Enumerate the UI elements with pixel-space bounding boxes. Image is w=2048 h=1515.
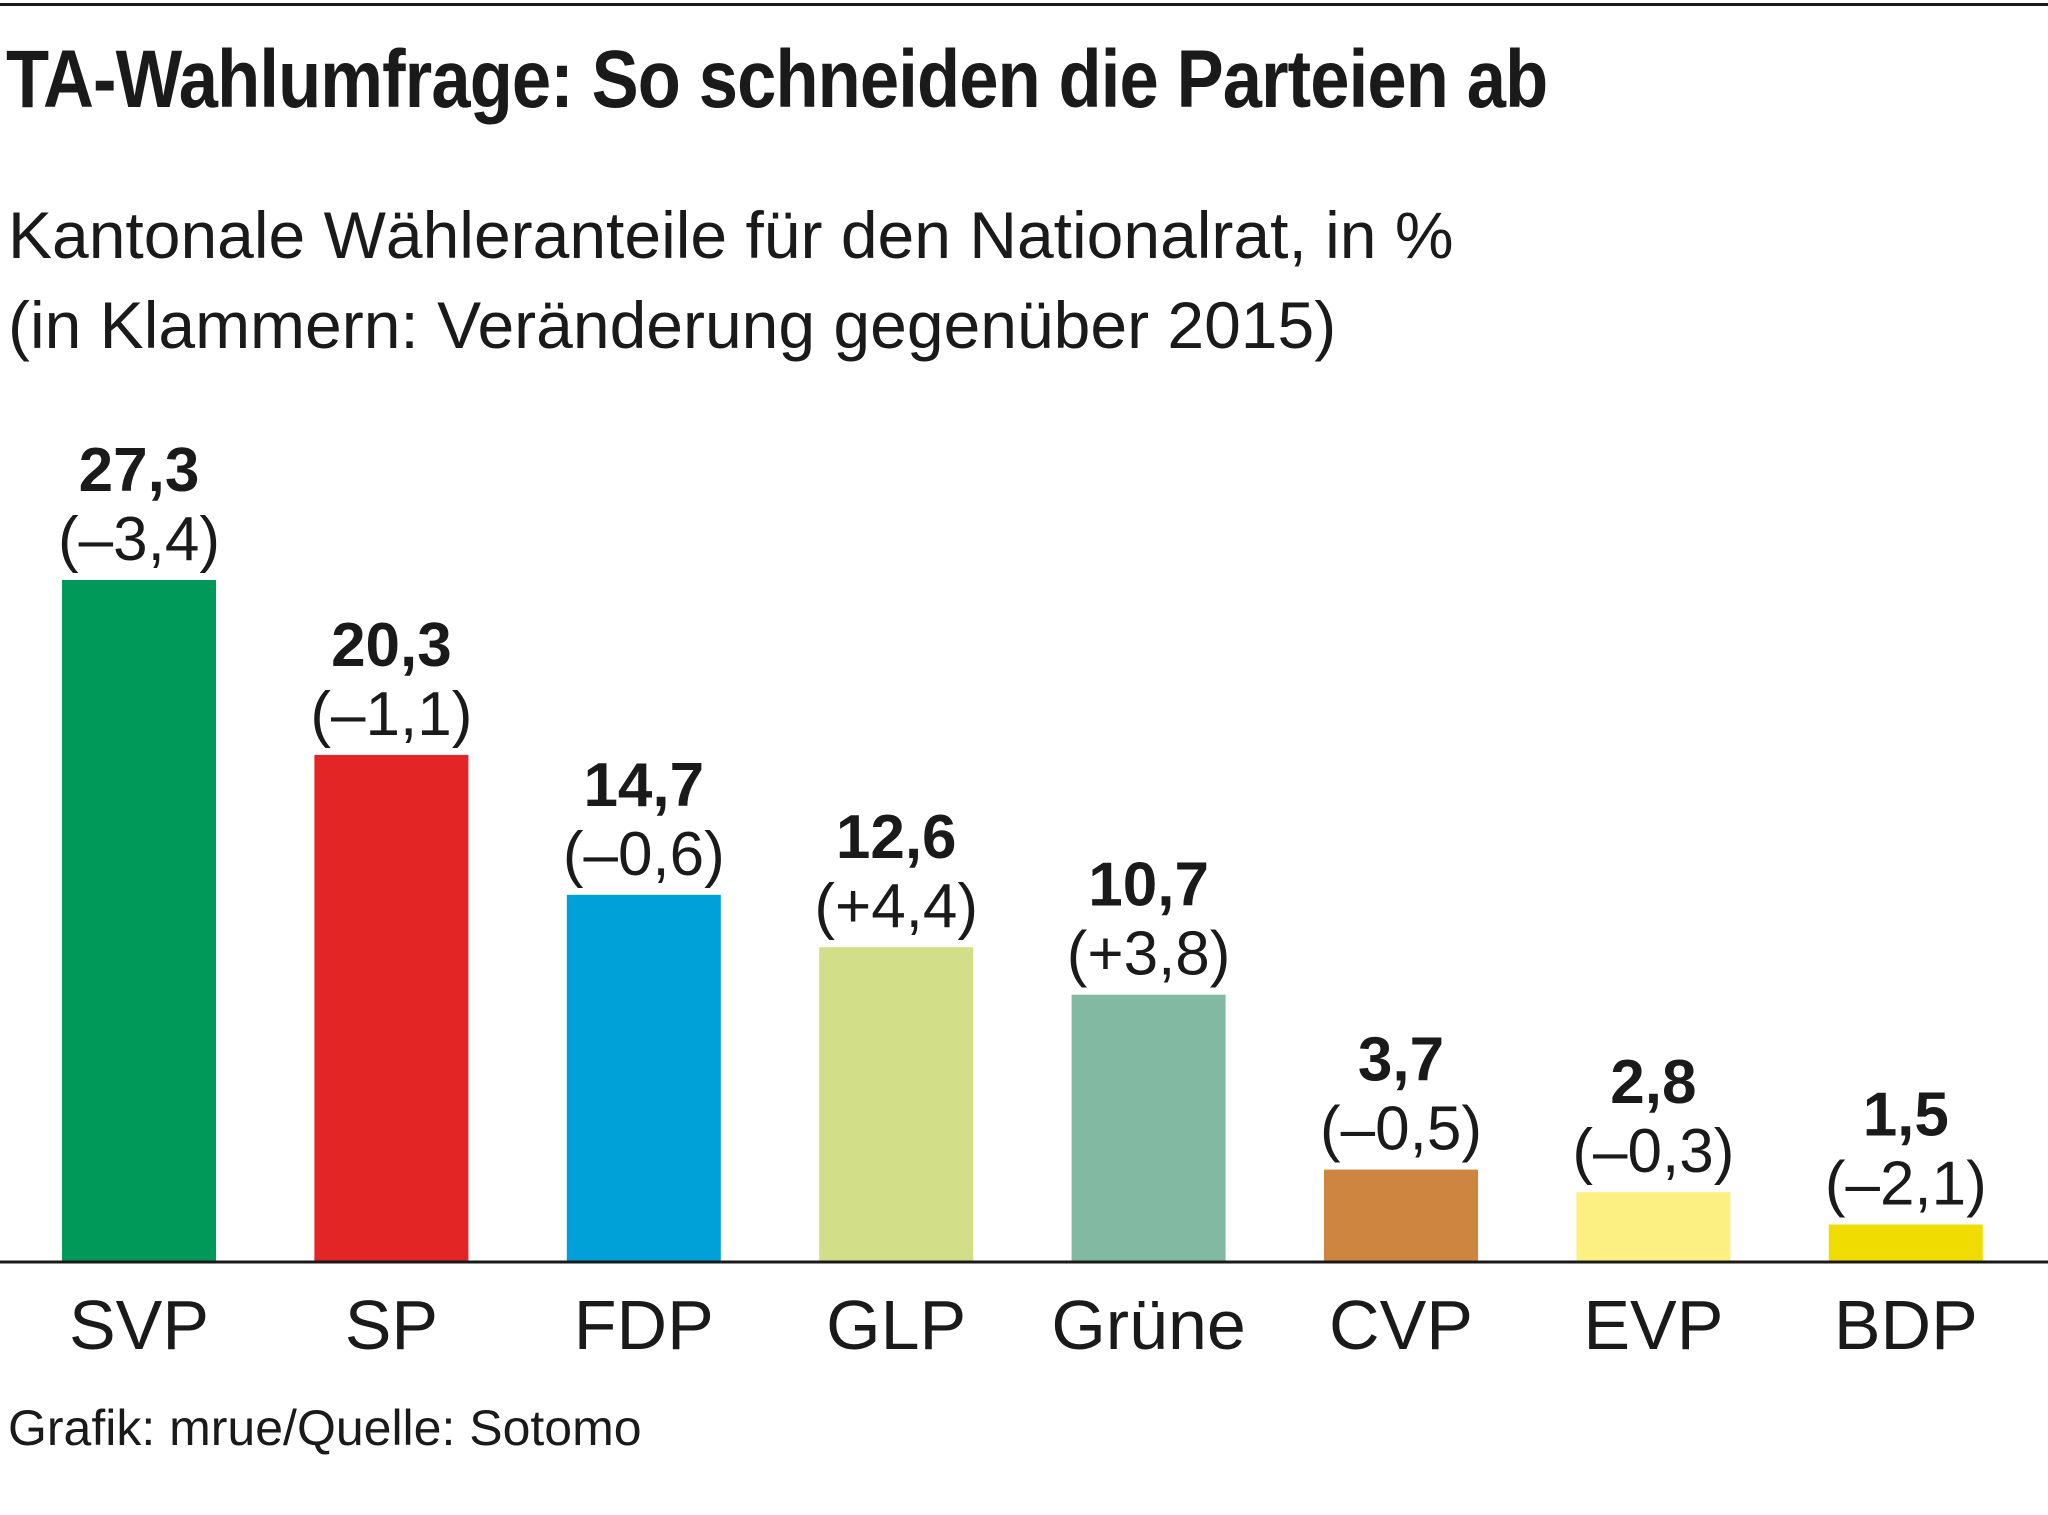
bar-glp — [819, 947, 974, 1262]
bar-chart: 27,3(–3,4) SVP 20,3(–1,1) SP 14,7(–0,6) FDP 12… — [0, 436, 2048, 1364]
change-label-bdp: (–2,1) — [1825, 1150, 1987, 1219]
category-label-svp: SVP — [69, 1286, 209, 1364]
change-label-fdp: (–0,6) — [563, 820, 725, 889]
value-label-fdp: 14,7 — [583, 751, 704, 820]
bar-bdp — [1828, 1224, 1983, 1262]
chart-subtitle: Kantonale Wähleranteile für den National… — [8, 190, 1454, 370]
bar-fdp — [566, 894, 721, 1262]
bar-cvp — [1324, 1169, 1478, 1262]
category-label-cvp: CVP — [1329, 1286, 1473, 1364]
chart-title: TA-Wahlumfrage: So schneiden die Parteie… — [6, 34, 1548, 125]
category-label-evp: EVP — [1583, 1286, 1723, 1364]
category-label-fdp: FDP — [574, 1286, 714, 1364]
category-label-gr-ne: Grüne — [1051, 1286, 1246, 1364]
labels-layer: 27,3(–3,4) SVP 20,3(–1,1) SP 14,7(–0,6) FDP 12… — [58, 436, 1987, 1364]
subtitle-line-2: (in Klammern: Veränderung gegenüber 2015… — [8, 288, 1337, 362]
bar-sp — [314, 754, 469, 1262]
bar-gr-ne — [1071, 994, 1226, 1262]
change-label-cvp: (–0,5) — [1320, 1095, 1482, 1164]
change-label-gr-ne: (+3,8) — [1067, 920, 1231, 989]
change-label-evp: (–0,3) — [1572, 1117, 1734, 1186]
category-label-glp: GLP — [826, 1286, 966, 1364]
change-label-svp: (–3,4) — [58, 505, 220, 574]
value-label-evp: 2,8 — [1610, 1048, 1696, 1117]
bar-evp — [1576, 1192, 1731, 1262]
change-label-glp: (+4,4) — [814, 872, 978, 941]
value-label-sp: 20,3 — [331, 611, 452, 680]
value-label-svp: 27,3 — [79, 436, 200, 505]
bars-layer — [62, 580, 1983, 1262]
value-label-cvp: 3,7 — [1358, 1026, 1444, 1095]
subtitle-line-1: Kantonale Wähleranteile für den National… — [8, 198, 1454, 272]
top-rule — [0, 3, 2048, 6]
source-note: Grafik: mrue/Quelle: Sotomo — [8, 1400, 642, 1456]
value-label-gr-ne: 10,7 — [1088, 851, 1209, 920]
bar-svp — [62, 580, 216, 1262]
value-label-glp: 12,6 — [836, 803, 957, 872]
category-label-sp: SP — [345, 1286, 438, 1364]
change-label-sp: (–1,1) — [310, 680, 472, 749]
value-label-bdp: 1,5 — [1863, 1081, 1949, 1150]
category-label-bdp: BDP — [1834, 1286, 1978, 1364]
